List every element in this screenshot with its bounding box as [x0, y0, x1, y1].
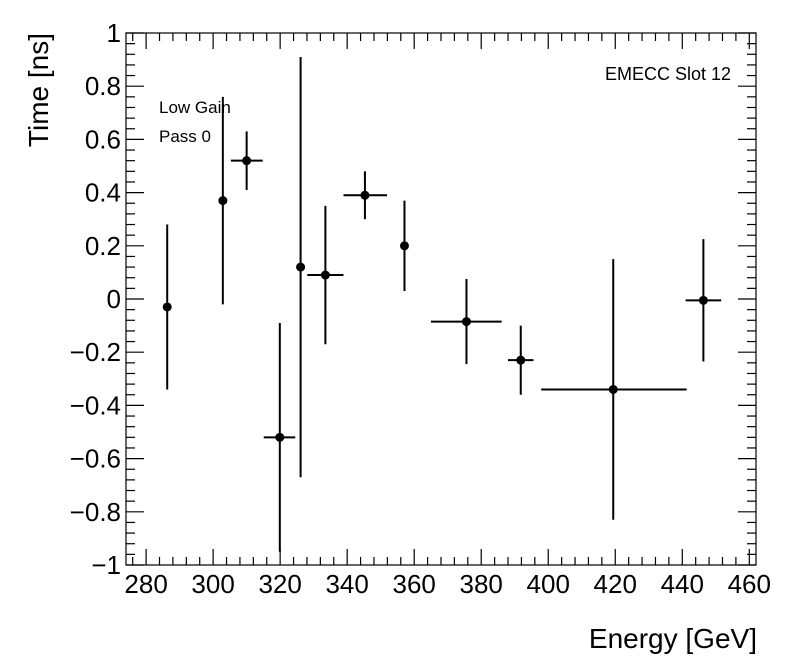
data-point-group: [541, 259, 687, 520]
y-tick-label: 0.6: [85, 124, 121, 154]
y-tick-label: −0.8: [70, 497, 121, 527]
y-axis-ticks: [126, 32, 756, 566]
data-point: [698, 295, 708, 305]
data-point-group: [218, 96, 228, 305]
data-series: [162, 56, 722, 552]
data-point-group: [307, 205, 344, 345]
y-axis-tick-labels: −1 −0.8 −0.6 −0.4 −0.2 0 0.2 0.4 0.6 0.8 1: [70, 18, 121, 580]
x-tick-label: 460: [728, 569, 771, 599]
annotation-low-gain: Low Gain: [159, 98, 231, 117]
data-point-group: [296, 56, 306, 478]
data-point: [461, 317, 471, 327]
x-tick-label: 300: [191, 569, 234, 599]
data-point: [399, 241, 409, 251]
data-point: [296, 262, 306, 272]
x-axis-ticks: [132, 33, 750, 565]
data-point-group: [430, 279, 502, 365]
data-point-group: [162, 224, 172, 390]
x-axis-title: Energy [GeV]: [589, 623, 757, 654]
data-point-group: [230, 131, 263, 190]
annotation-slot: EMECC Slot 12: [605, 64, 731, 84]
data-point: [162, 302, 172, 312]
y-tick-label: 0.4: [85, 178, 121, 208]
y-tick-label: −0.2: [70, 337, 121, 367]
y-tick-label: 0.8: [85, 71, 121, 101]
data-point-group: [343, 171, 388, 220]
y-tick-label: −0.6: [70, 444, 121, 474]
y-tick-label: −0.4: [70, 390, 121, 420]
annotation-pass: Pass 0: [159, 127, 211, 146]
data-point-group: [508, 325, 534, 395]
y-tick-label: 0.2: [85, 231, 121, 261]
x-tick-label: 400: [527, 569, 570, 599]
x-tick-label: 380: [460, 569, 503, 599]
x-axis-tick-labels: 280 300 320 340 360 380 400 420 440 460: [124, 569, 771, 599]
y-axis-title: Time [ns]: [23, 33, 54, 147]
x-tick-label: 340: [325, 569, 368, 599]
data-point: [242, 156, 252, 166]
data-point-group: [399, 200, 409, 292]
data-point: [320, 270, 330, 280]
y-tick-label: −1: [91, 550, 121, 580]
data-point: [516, 355, 526, 365]
data-point: [608, 384, 618, 394]
data-point: [218, 196, 228, 206]
y-tick-label: 1: [107, 18, 121, 48]
x-tick-label: 320: [258, 569, 301, 599]
y-tick-label: 0: [107, 284, 121, 314]
x-tick-label: 280: [124, 569, 167, 599]
x-tick-label: 440: [661, 569, 704, 599]
x-tick-label: 360: [392, 569, 435, 599]
data-point-group: [263, 322, 296, 552]
data-point: [360, 190, 370, 200]
data-point: [275, 432, 285, 442]
x-tick-label: 420: [594, 569, 637, 599]
data-point-group: [685, 239, 722, 362]
